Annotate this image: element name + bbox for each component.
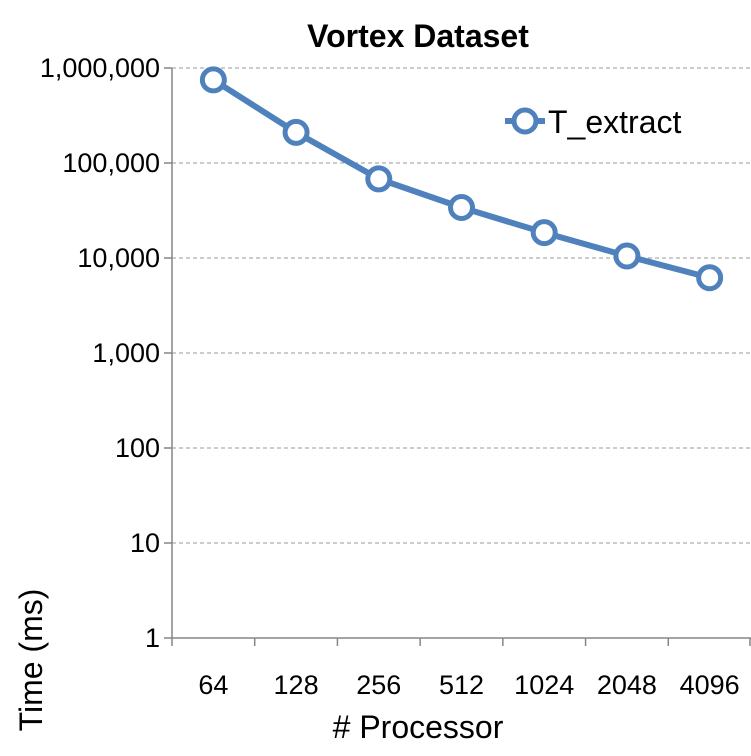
y-tick-label-1000000: 1,000,000 <box>40 53 160 83</box>
x-tick-label-1024: 1024 <box>514 670 574 700</box>
y-tick-label-1000: 1,000 <box>92 338 160 368</box>
gridlines <box>172 67 751 544</box>
y-tick-label-10: 10 <box>130 528 160 558</box>
x-axis-label: # Processor <box>333 709 504 745</box>
legend: T_extract <box>505 104 681 140</box>
series-layer <box>199 66 724 292</box>
legend-marker <box>511 107 539 135</box>
x-tick-label-512: 512 <box>439 670 484 700</box>
data-point-2048 <box>613 242 641 270</box>
chart-title: Vortex Dataset <box>307 18 529 54</box>
axes <box>164 67 751 646</box>
data-point-64 <box>199 66 227 94</box>
y-tick-label-1: 1 <box>145 623 160 653</box>
y-tick-label-100000: 100,000 <box>62 148 160 178</box>
x-tick-label-4096: 4096 <box>680 670 740 700</box>
y-tick-label-100: 100 <box>115 433 160 463</box>
data-point-4096 <box>696 264 724 292</box>
x-tick-label-2048: 2048 <box>597 670 657 700</box>
data-point-128 <box>282 118 310 146</box>
x-tick-labels: 64 128 256 512 1024 2048 4096 <box>198 670 739 700</box>
x-tick-label-256: 256 <box>356 670 401 700</box>
data-point-512 <box>448 194 475 222</box>
legend-label: T_extract <box>548 104 681 140</box>
x-tick-label-128: 128 <box>274 670 319 700</box>
y-tick-label-10000: 10,000 <box>77 243 160 273</box>
x-tick-label-64: 64 <box>198 670 228 700</box>
y-tick-labels: 1 10 100 1,000 10,000 100,000 1,000,000 <box>40 53 160 653</box>
data-point-1024 <box>530 219 558 247</box>
data-point-256 <box>365 165 393 193</box>
y-axis-label: Time (ms) <box>13 589 49 732</box>
